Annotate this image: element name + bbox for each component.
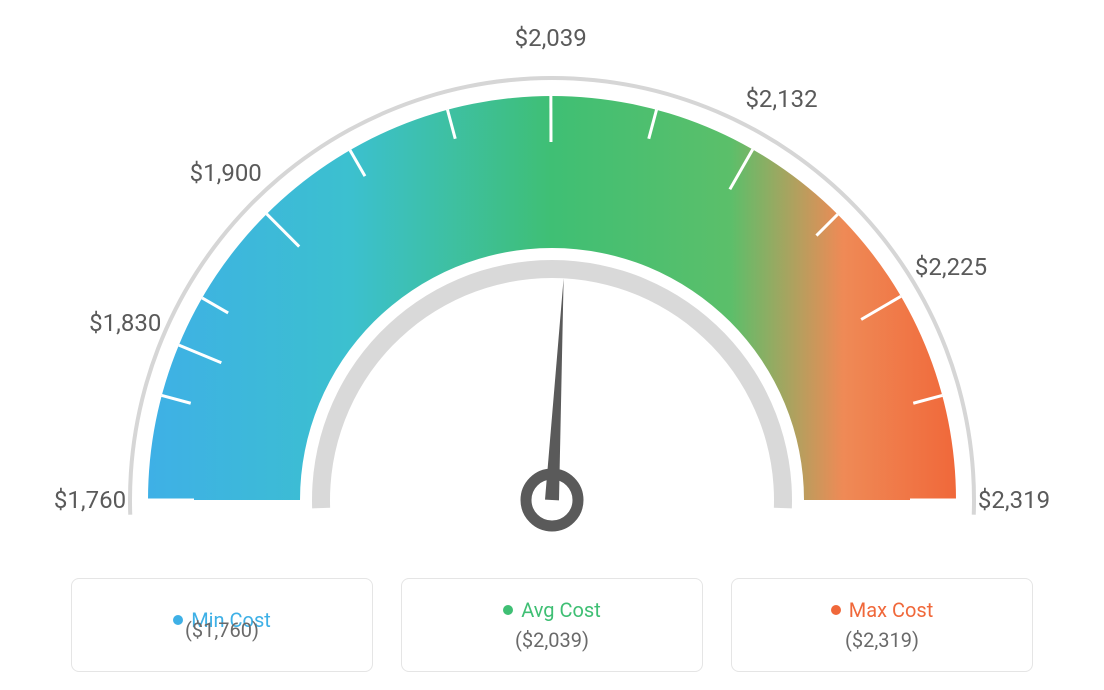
- gauge-tick-label: $2,319: [978, 486, 1050, 514]
- legend-avg-label: Avg Cost: [521, 598, 601, 622]
- gauge-tick-label: $1,830: [89, 309, 161, 337]
- gauge-tick-label: $1,760: [54, 486, 126, 514]
- gauge-area: $1,760 $1,830 $1,900 $2,039 $2,132 $2,225 $2,3…: [0, 0, 1104, 560]
- legend-card-avg: Avg Cost ($2,039): [401, 578, 703, 672]
- legend-max-label: Max Cost: [849, 598, 934, 622]
- legend-card-max: Max Cost ($2,319): [731, 578, 1033, 672]
- legend-max-top: Max Cost: [831, 598, 934, 622]
- dot-icon: [503, 605, 513, 615]
- legend-avg-top: Avg Cost: [503, 598, 601, 622]
- legend-min-value: ($1,760): [185, 618, 259, 642]
- chart-wrapper: $1,760 $1,830 $1,900 $2,039 $2,132 $2,225 $2,3…: [0, 0, 1104, 690]
- legend-card-min: Min Cost ($1,760): [71, 578, 373, 672]
- legend-max-value: ($2,319): [845, 628, 919, 652]
- gauge-tick-label: $1,900: [190, 159, 262, 187]
- gauge-tick-label: $2,225: [915, 253, 987, 281]
- legend-row: Min Cost ($1,760) Avg Cost ($2,039) Max …: [0, 578, 1104, 672]
- legend-avg-value: ($2,039): [515, 628, 589, 652]
- dot-icon: [831, 605, 841, 615]
- gauge-tick-label: $2,039: [515, 24, 587, 52]
- gauge-tick-label: $2,132: [745, 85, 817, 113]
- dot-icon: [173, 615, 183, 625]
